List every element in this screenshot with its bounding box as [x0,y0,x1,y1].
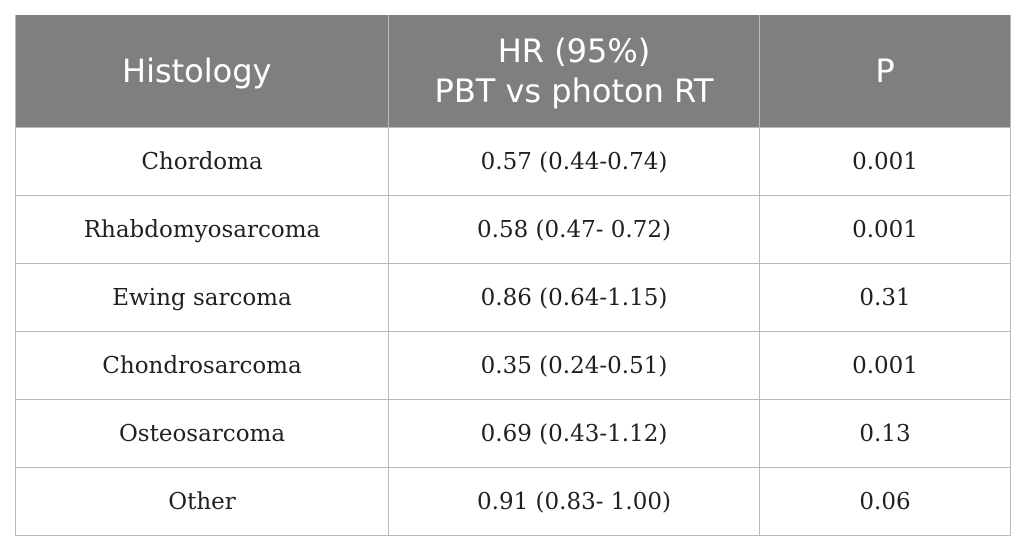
table-header: Histology HR (95%) PBT vs photon RT P [15,15,1011,128]
table-row: Other 0.91 (0.83- 1.00) 0.06 [15,467,1011,536]
table-row: Chordoma 0.57 (0.44-0.74) 0.001 [15,127,1011,196]
cell-histology: Osteosarcoma [15,399,389,468]
header-row: Histology HR (95%) PBT vs photon RT P [15,15,1011,128]
cell-hr: 0.91 (0.83- 1.00) [388,467,760,536]
cell-histology: Rhabdomyosarcoma [15,195,389,264]
results-table-container: Histology HR (95%) PBT vs photon RT P Ch… [15,15,1011,536]
header-hr-line2: PBT vs photon RT [434,72,714,110]
cell-hr: 0.69 (0.43-1.12) [388,399,760,468]
table-row: Rhabdomyosarcoma 0.58 (0.47- 0.72) 0.001 [15,195,1011,264]
cell-p: 0.31 [759,263,1011,332]
header-histology: Histology [15,15,389,128]
cell-p: 0.001 [759,127,1011,196]
table-body: Chordoma 0.57 (0.44-0.74) 0.001 Rhabdomy… [15,127,1011,536]
cell-histology: Other [15,467,389,536]
cell-histology: Chondrosarcoma [15,331,389,400]
cell-histology: Ewing sarcoma [15,263,389,332]
table-row: Ewing sarcoma 0.86 (0.64-1.15) 0.31 [15,263,1011,332]
table-row: Chondrosarcoma 0.35 (0.24-0.51) 0.001 [15,331,1011,400]
cell-p: 0.06 [759,467,1011,536]
header-hr: HR (95%) PBT vs photon RT [388,15,760,128]
cell-hr: 0.35 (0.24-0.51) [388,331,760,400]
cell-histology: Chordoma [15,127,389,196]
header-p: P [759,15,1011,128]
hazard-ratio-table: Histology HR (95%) PBT vs photon RT P Ch… [15,15,1011,536]
cell-hr: 0.86 (0.64-1.15) [388,263,760,332]
table-row: Osteosarcoma 0.69 (0.43-1.12) 0.13 [15,399,1011,468]
cell-hr: 0.57 (0.44-0.74) [388,127,760,196]
cell-p: 0.001 [759,195,1011,264]
cell-p: 0.13 [759,399,1011,468]
cell-hr: 0.58 (0.47- 0.72) [388,195,760,264]
header-hr-line1: HR (95%) [497,32,651,70]
cell-p: 0.001 [759,331,1011,400]
